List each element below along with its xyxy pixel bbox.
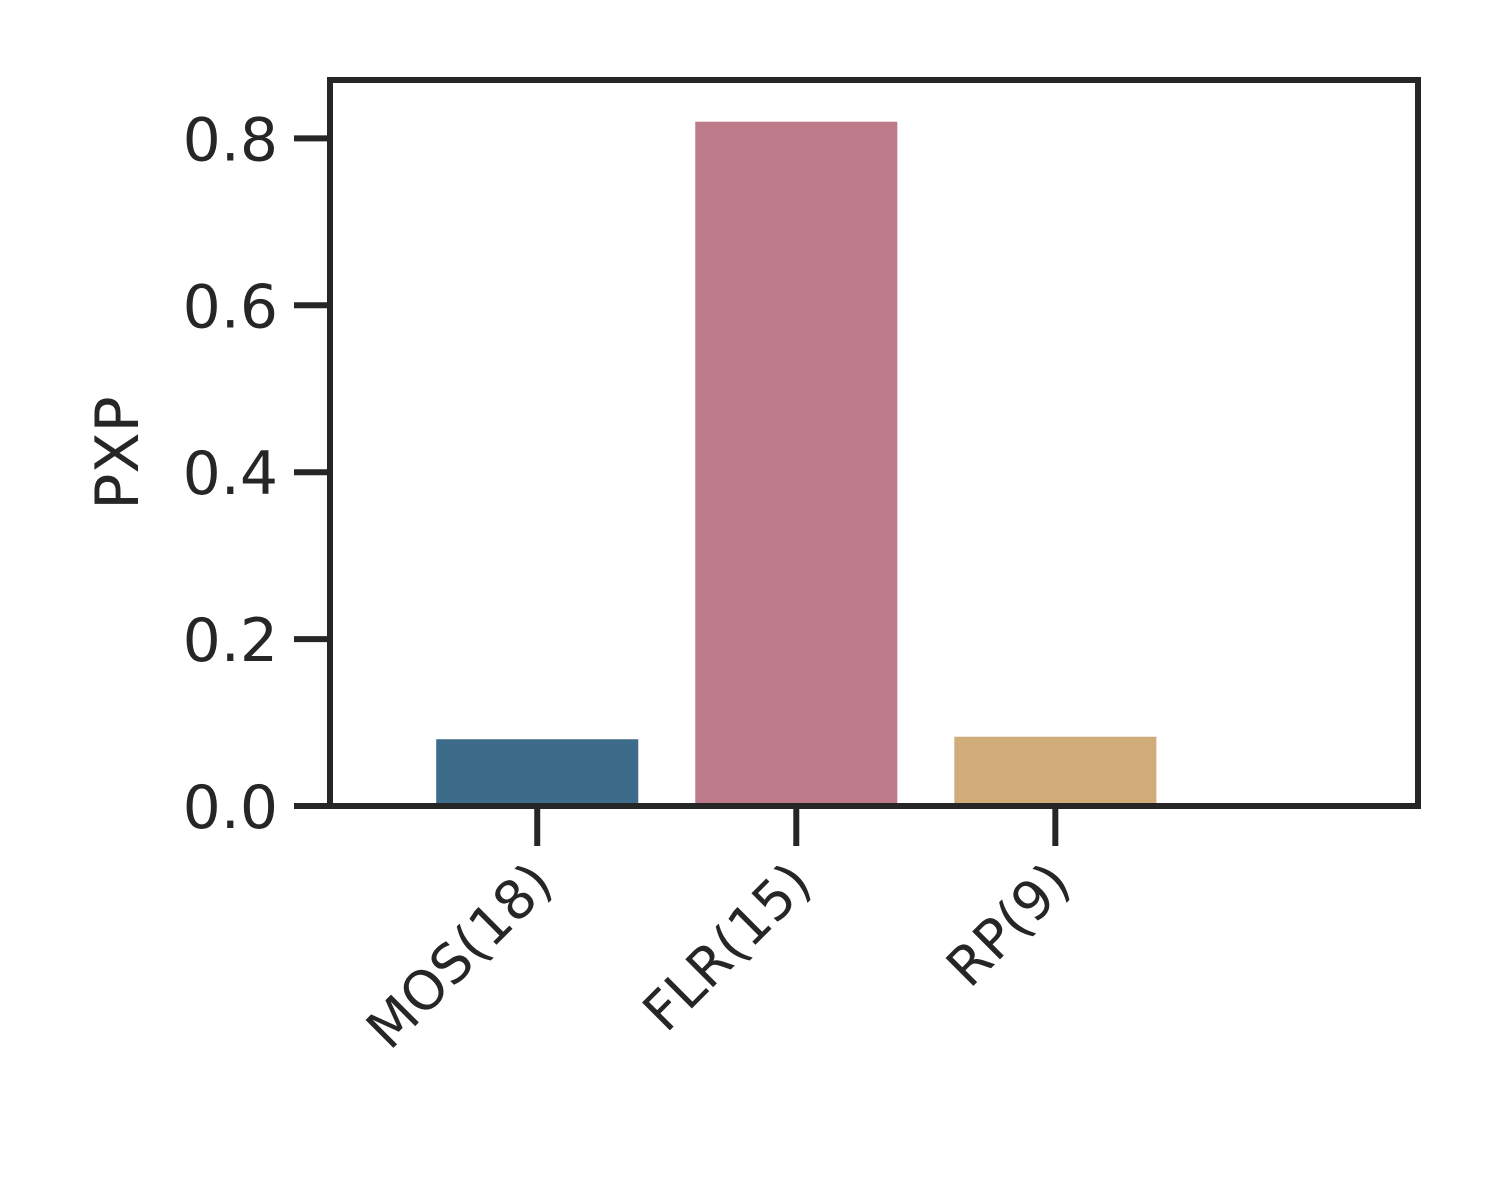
plot-frame [327, 77, 1421, 809]
y-tick-label: 0.6 [183, 272, 278, 342]
bar-flr-15 [695, 121, 898, 807]
y-tick-label: 0.4 [183, 439, 278, 509]
y-axis-label: PXP [83, 396, 153, 509]
x-tick-label: RP(9) [934, 851, 1082, 999]
x-axis-ticks: MOS(18) FLR(15) RP(9) [354, 806, 1083, 1061]
x-tick-label: FLR(15) [631, 851, 824, 1044]
bar-mos-18 [436, 739, 639, 806]
bar-rp-9 [954, 736, 1157, 806]
x-tick-label: MOS(18) [354, 851, 564, 1061]
y-tick-label: 0.2 [183, 606, 278, 676]
y-axis-ticks: 0.0 0.2 0.4 0.6 0.8 [183, 105, 330, 843]
y-tick-label: 0.0 [183, 773, 278, 843]
y-tick-label: 0.8 [183, 105, 278, 175]
bars-group [436, 121, 1157, 807]
